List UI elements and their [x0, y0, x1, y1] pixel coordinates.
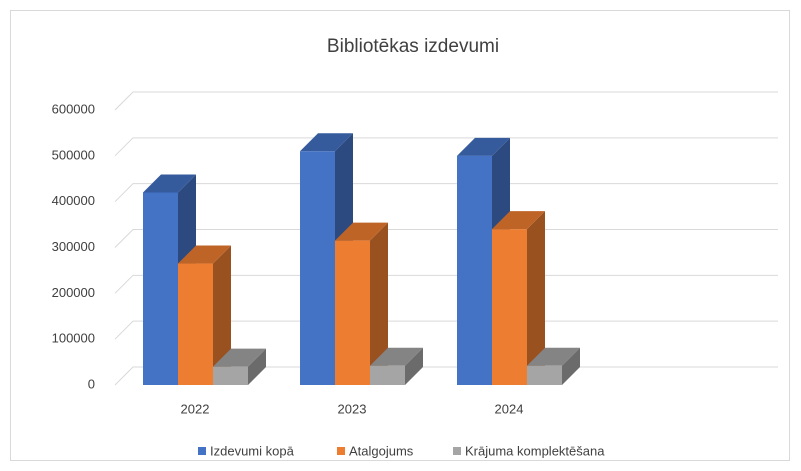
- bar-top: [335, 222, 388, 241]
- y-tick-label: 500000: [52, 147, 95, 162]
- grid-line: [114, 183, 778, 203]
- x-tick-label: 2024: [495, 401, 524, 416]
- bar-side: [405, 347, 423, 385]
- bar-top: [370, 347, 423, 366]
- y-tick-label: 600000: [52, 101, 95, 116]
- bar-side: [527, 211, 545, 385]
- bar: [300, 151, 335, 385]
- bar: [527, 365, 562, 385]
- bar-top: [492, 211, 545, 230]
- y-tick-label: 0: [88, 376, 95, 391]
- grid-line: [114, 91, 778, 111]
- bar: [178, 263, 213, 385]
- grid-line: [114, 137, 778, 157]
- legend-label: Izdevumi kopā: [210, 443, 295, 458]
- grid-line: [114, 229, 778, 248]
- bar: [335, 240, 370, 385]
- legend-swatch: [337, 447, 345, 455]
- chart-border: [10, 10, 790, 461]
- legend-swatch: [453, 447, 461, 455]
- bar-side: [248, 348, 266, 385]
- y-tick-label: 400000: [52, 193, 95, 208]
- bar: [457, 155, 492, 385]
- legend-label: Krājuma komplektēšana: [465, 443, 605, 458]
- grid-line: [114, 274, 778, 294]
- grid-line: [114, 320, 778, 340]
- x-tick-label: 2022: [181, 401, 210, 416]
- bar-side: [562, 347, 580, 385]
- chart-title: Bibliotēkas izdevumi: [327, 36, 499, 57]
- bar-top: [457, 137, 510, 156]
- bar: [143, 192, 178, 385]
- x-tick-label: 2023: [338, 401, 367, 416]
- legend-swatch: [198, 447, 206, 455]
- bar-top: [143, 174, 196, 193]
- y-tick-label: 100000: [52, 331, 95, 346]
- bar: [370, 365, 405, 385]
- bar: [492, 229, 527, 385]
- bar-side: [370, 222, 388, 385]
- bar-top: [213, 348, 266, 367]
- y-tick-label: 300000: [52, 239, 95, 254]
- bar: [213, 366, 248, 385]
- bar-top: [527, 347, 580, 366]
- y-tick-label: 200000: [52, 285, 95, 300]
- bar-top: [178, 245, 231, 264]
- bar-top: [300, 133, 353, 152]
- legend-label: Atalgojums: [349, 443, 414, 458]
- bar-side: [213, 245, 231, 385]
